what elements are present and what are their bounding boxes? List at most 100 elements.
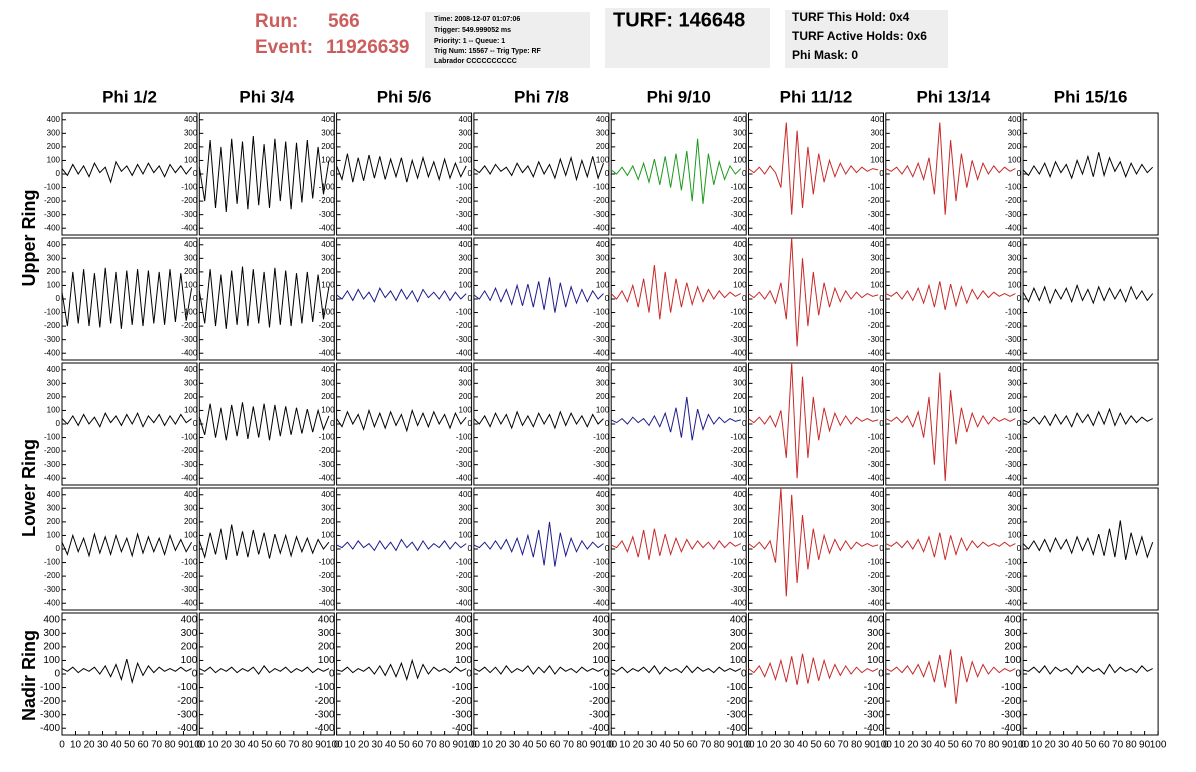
y-tick-label: -100 (593, 433, 610, 442)
y-tick-label: 400 (184, 365, 198, 374)
panel-frame (748, 237, 884, 361)
y-tick-label: -100 (319, 183, 336, 192)
y-tick-label: -100 (593, 308, 610, 317)
y-tick-label: -200 (319, 321, 336, 330)
y-tick-label: -400 (44, 598, 61, 607)
waveform (473, 521, 604, 567)
y-tick-label: -400 (319, 598, 336, 607)
y-tick-label: 0 (329, 669, 335, 680)
y-tick-label: -100 (456, 558, 473, 567)
y-tick-label: 100 (459, 406, 473, 415)
y-tick-label: 300 (184, 378, 198, 387)
y-tick-label: -100 (44, 558, 61, 567)
y-tick-label: -100 (868, 558, 885, 567)
y-tick-label: 0 (193, 544, 198, 553)
y-tick-label: 0 (56, 419, 61, 428)
y-tick-label: 400 (47, 240, 61, 249)
y-tick-label: -100 (319, 308, 336, 317)
y-tick-label: 200 (321, 267, 335, 276)
y-tick-label: 100 (184, 406, 198, 415)
y-tick-label: 0 (1017, 294, 1022, 303)
y-tick-label: 300 (596, 503, 610, 512)
x-tick-label: 10 (70, 740, 82, 751)
y-tick-label: -100 (868, 308, 885, 317)
y-tick-label: -200 (456, 446, 473, 455)
info-line: Priority: 1 -- Queue: 1 (434, 38, 505, 45)
column-label: Phi 15/16 (1054, 87, 1128, 106)
waveform (610, 528, 742, 560)
y-tick-label: 0 (330, 544, 335, 553)
x-tick-label: 40 (385, 740, 397, 751)
y-tick-label: -200 (319, 571, 336, 580)
y-tick-label: 300 (184, 503, 198, 512)
y-tick-label: -400 (319, 348, 336, 357)
y-tick-label: 300 (593, 628, 610, 639)
y-tick-label: 300 (596, 253, 610, 262)
y-tick-label: 300 (1008, 503, 1022, 512)
x-tick-label: 50 (536, 740, 548, 751)
y-tick-label: -400 (319, 473, 336, 482)
panel-frame (885, 362, 1022, 486)
y-tick-label: 400 (596, 365, 610, 374)
y-tick-label: -100 (730, 558, 747, 567)
y-tick-label: 300 (1004, 628, 1021, 639)
x-tick-label: 50 (124, 740, 136, 751)
y-tick-label: 300 (459, 378, 473, 387)
y-tick-label: -200 (319, 196, 336, 205)
y-tick-label: 100 (870, 531, 884, 540)
x-tick-label: 40 (110, 740, 122, 751)
x-tick-label: 50 (673, 740, 685, 751)
y-tick-label: -200 (730, 196, 747, 205)
y-tick-label: 200 (596, 392, 610, 401)
waveform (336, 538, 467, 552)
x-tick-label: 0 (471, 740, 477, 751)
y-tick-label: -200 (593, 446, 610, 455)
y-tick-label: 400 (459, 240, 473, 249)
x-tick-label: 90 (864, 740, 876, 751)
y-tick-label: 200 (459, 142, 473, 151)
y-tick-label: 200 (870, 142, 884, 151)
y-tick-label: -400 (44, 348, 61, 357)
y-tick-label: -300 (730, 585, 747, 594)
y-tick-label: -200 (1001, 696, 1021, 707)
y-tick-label: -100 (864, 682, 884, 693)
y-tick-label: 200 (43, 642, 60, 653)
x-tick-label: 40 (1072, 740, 1084, 751)
waveform (198, 266, 330, 329)
panel-frame (610, 487, 747, 611)
waveform (885, 122, 1016, 215)
y-tick-label: -300 (319, 460, 336, 469)
x-tick-label: 70 (1112, 740, 1124, 751)
y-tick-label: -300 (44, 585, 61, 594)
y-tick-label: -300 (319, 335, 336, 344)
x-tick-label: 0 (1020, 740, 1026, 751)
y-tick-label: -400 (181, 473, 198, 482)
y-tick-label: 0 (742, 294, 747, 303)
y-tick-label: 200 (321, 142, 335, 151)
y-tick-label: -200 (181, 571, 198, 580)
y-tick-label: -300 (1005, 585, 1022, 594)
y-tick-label: -200 (593, 321, 610, 330)
x-tick-label: 80 (851, 740, 863, 751)
y-tick-label: 300 (459, 253, 473, 262)
y-tick-label: 300 (1008, 253, 1022, 262)
y-tick-label: 300 (455, 628, 472, 639)
x-tick-label: 60 (275, 740, 287, 751)
y-tick-label: 400 (596, 490, 610, 499)
y-tick-label: 400 (455, 614, 472, 625)
x-tick-label: 10 (207, 740, 219, 751)
y-tick-label: 400 (596, 240, 610, 249)
y-tick-label: 100 (321, 156, 335, 165)
x-tick-label: 40 (660, 740, 672, 751)
y-tick-label: 100 (47, 281, 61, 290)
y-tick-label: -400 (1005, 598, 1022, 607)
event-label: Event: (255, 37, 313, 58)
waveform (336, 287, 467, 303)
y-tick-label: -300 (456, 585, 473, 594)
run-label: Run: (255, 11, 298, 32)
y-tick-label: -400 (868, 473, 885, 482)
waveform (1022, 152, 1154, 180)
y-tick-label: -300 (181, 335, 198, 344)
x-tick-label: 80 (576, 740, 588, 751)
